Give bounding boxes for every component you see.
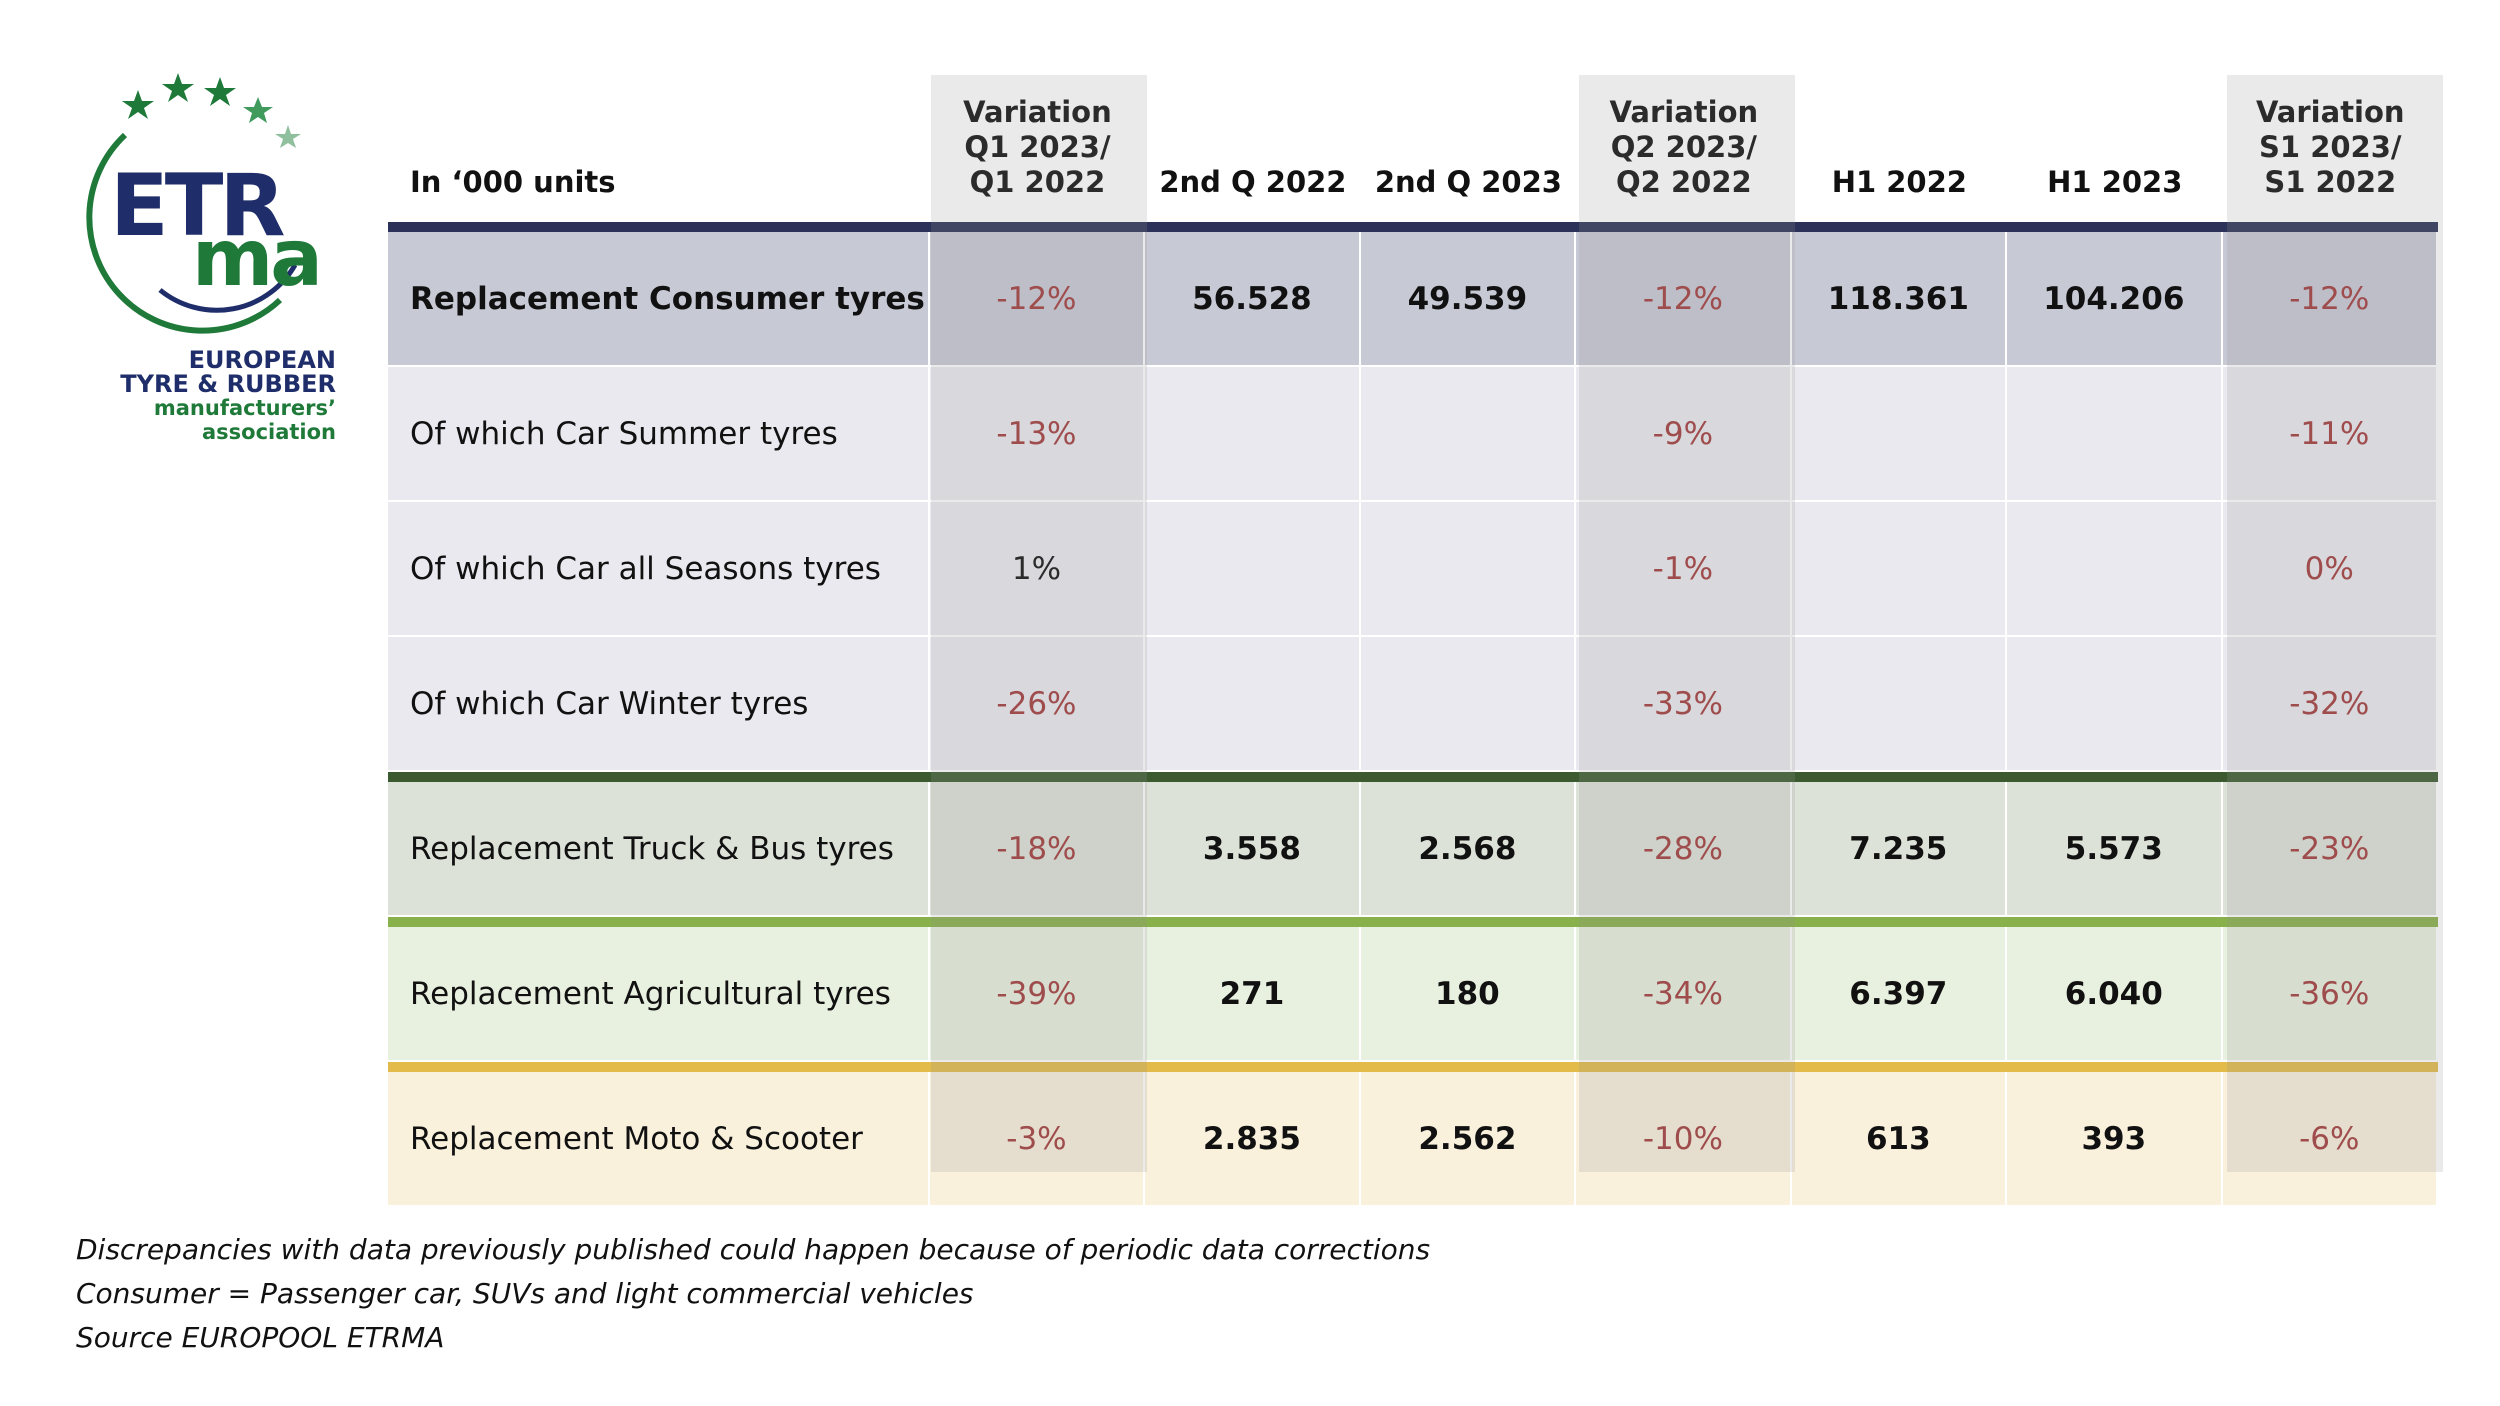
table-cell: [1360, 637, 1577, 772]
table-cell: [1791, 367, 2008, 502]
etrma-logo-mark: ETR ma: [86, 73, 320, 334]
table-cell: 118.361: [1791, 232, 2008, 367]
table-cell: 6.040: [2007, 927, 2223, 1062]
table-cell: -33%: [1576, 637, 1792, 772]
table-cell: [2007, 502, 2223, 637]
table-row: Replacement Truck & Bus tyres -18% 3.558…: [388, 782, 2438, 917]
table-cell: [1145, 502, 1361, 637]
header-2nd-q-2023: 2nd Q 2023: [1374, 165, 1562, 199]
header-h1-2022: H1 2022: [1831, 165, 1967, 199]
row-label: Of which Car Winter tyres: [388, 637, 930, 772]
table-cell: 271: [1145, 927, 1361, 1062]
table-row: Of which Car Summer tyres -13% -9% -11%: [388, 367, 2438, 502]
table-cell: [1360, 502, 1577, 637]
logo-line-2: TYRE & RUBBER: [120, 370, 336, 398]
table-cell: -13%: [929, 367, 1146, 502]
svg-text:ma: ma: [192, 214, 320, 304]
table-cell: [2007, 367, 2223, 502]
footnote-consumer-definition: Consumer = Passenger car, SUVs and light…: [76, 1277, 974, 1310]
table-row: Replacement Moto & Scooter -3% 2.835 2.5…: [388, 1072, 2438, 1207]
table-cell: -9%: [1576, 367, 1792, 502]
variation-q1-column-shade: [931, 75, 1147, 1172]
table-row: Of which Car Winter tyres -26% -33% -32%: [388, 637, 2438, 772]
table-cell: 7.235: [1791, 782, 2008, 917]
header-variation-q2: Variation Q2 2023/ Q2 2022: [1609, 95, 1759, 199]
table-cell: -6%: [2222, 1072, 2438, 1207]
table-row: Of which Car all Seasons tyres 1% -1% 0%: [388, 502, 2438, 637]
table-header-row: In ‘000 units Variation Q1 2023/ Q1 2022…: [388, 75, 2438, 222]
footnote-source: Source EUROPOOL ETRMA: [76, 1321, 445, 1354]
table-cell: 1%: [929, 502, 1146, 637]
header-variation-s1: Variation S1 2023/ S1 2022: [2255, 95, 2405, 199]
table-cell: 56.528: [1145, 232, 1361, 367]
table-cell: [1791, 637, 2008, 772]
etrma-logo: ETR ma EUROPEAN TYRE & RUBBER manufactur…: [70, 65, 336, 455]
row-label: Replacement Agricultural tyres: [388, 927, 930, 1062]
replacement-tyres-table: In ‘000 units Variation Q1 2023/ Q1 2022…: [388, 75, 2443, 1207]
table-cell: [2007, 637, 2223, 772]
variation-s1-column-shade: [2227, 75, 2443, 1172]
table-cell: 2.835: [1145, 1072, 1361, 1207]
svg-text:ETR: ETR: [110, 156, 284, 256]
logo-line-4: association: [201, 420, 336, 444]
header-h1-2023: H1 2023: [2047, 165, 2183, 199]
table-cell: 613: [1791, 1072, 2008, 1207]
table-cell: 5.573: [2007, 782, 2223, 917]
table-cell: [1145, 637, 1361, 772]
table-cell: -1%: [1576, 502, 1792, 637]
table-cell: -28%: [1576, 782, 1792, 917]
table-row: Replacement Consumer tyres -12% 56.528 4…: [388, 232, 2438, 367]
row-label: Of which Car Summer tyres: [388, 367, 930, 502]
table-cell: -36%: [2222, 927, 2438, 1062]
table-cell: 49.539: [1360, 232, 1577, 367]
row-label: Replacement Truck & Bus tyres: [388, 782, 930, 917]
table-cell: 0%: [2222, 502, 2438, 637]
table-cell: -39%: [929, 927, 1146, 1062]
row-label: Of which Car all Seasons tyres: [388, 502, 930, 637]
table-cell: [1791, 502, 2008, 637]
table-cell: -3%: [929, 1072, 1146, 1207]
consumer-divider: [388, 222, 2438, 232]
table-cell: [1360, 367, 1577, 502]
table-cell: -18%: [929, 782, 1146, 917]
logo-line-1: EUROPEAN: [188, 346, 336, 374]
table-cell: 393: [2007, 1072, 2223, 1207]
table-cell: [1145, 367, 1361, 502]
logo-line-3: manufacturers’: [153, 396, 336, 420]
table-cell: 2.568: [1360, 782, 1577, 917]
table-cell: -12%: [2222, 232, 2438, 367]
table-cell: -11%: [2222, 367, 2438, 502]
table-row: Replacement Agricultural tyres -39% 271 …: [388, 927, 2438, 1062]
truck-divider: [388, 772, 2438, 782]
header-2nd-q-2022: 2nd Q 2022: [1159, 165, 1347, 199]
agricultural-divider: [388, 917, 2438, 927]
table-cell: -12%: [929, 232, 1146, 367]
row-label: Replacement Moto & Scooter: [388, 1072, 930, 1207]
table-cell: -12%: [1576, 232, 1792, 367]
table-cell: -32%: [2222, 637, 2438, 772]
table-cell: 3.558: [1145, 782, 1361, 917]
variation-q2-column-shade: [1579, 75, 1795, 1172]
header-variation-q1: Variation Q1 2023/ Q1 2022: [963, 95, 1112, 199]
header-units: In ‘000 units: [410, 165, 616, 199]
footnote-data-corrections: Discrepancies with data previously publi…: [76, 1233, 1431, 1266]
table-cell: 180: [1360, 927, 1577, 1062]
row-label: Replacement Consumer tyres: [388, 232, 930, 367]
moto-divider: [388, 1062, 2438, 1072]
table-cell: -34%: [1576, 927, 1792, 1062]
table-cell: -23%: [2222, 782, 2438, 917]
table-cell: 2.562: [1360, 1072, 1577, 1207]
table-cell: 6.397: [1791, 927, 2008, 1062]
table-cell: -10%: [1576, 1072, 1792, 1207]
table-cell: -26%: [929, 637, 1146, 772]
footnotes: Discrepancies with data previously publi…: [76, 1228, 1430, 1360]
table-cell: 104.206: [2007, 232, 2223, 367]
